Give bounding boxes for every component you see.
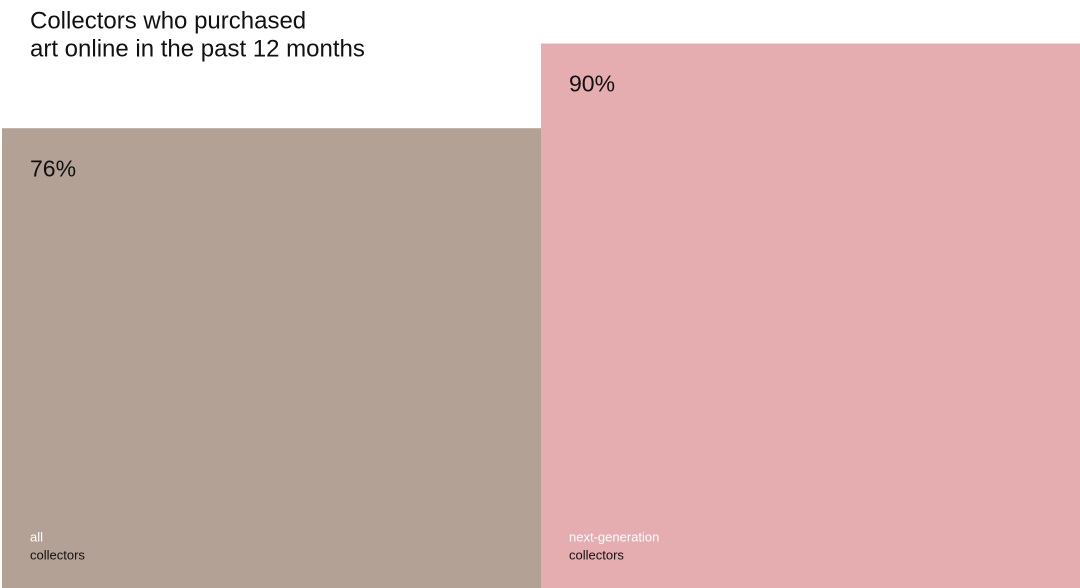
category-label: collectors — [569, 547, 624, 562]
bar — [2, 128, 541, 588]
chart-title: art online in the past 12 months — [30, 35, 365, 62]
value-label: 76% — [30, 155, 76, 181]
category-label: all — [30, 529, 43, 544]
chart-title: Collectors who purchased — [30, 7, 306, 34]
category-label: collectors — [30, 547, 85, 562]
category-label: next-generation — [569, 529, 659, 544]
bar — [541, 43, 1080, 588]
value-label: 90% — [569, 71, 615, 97]
